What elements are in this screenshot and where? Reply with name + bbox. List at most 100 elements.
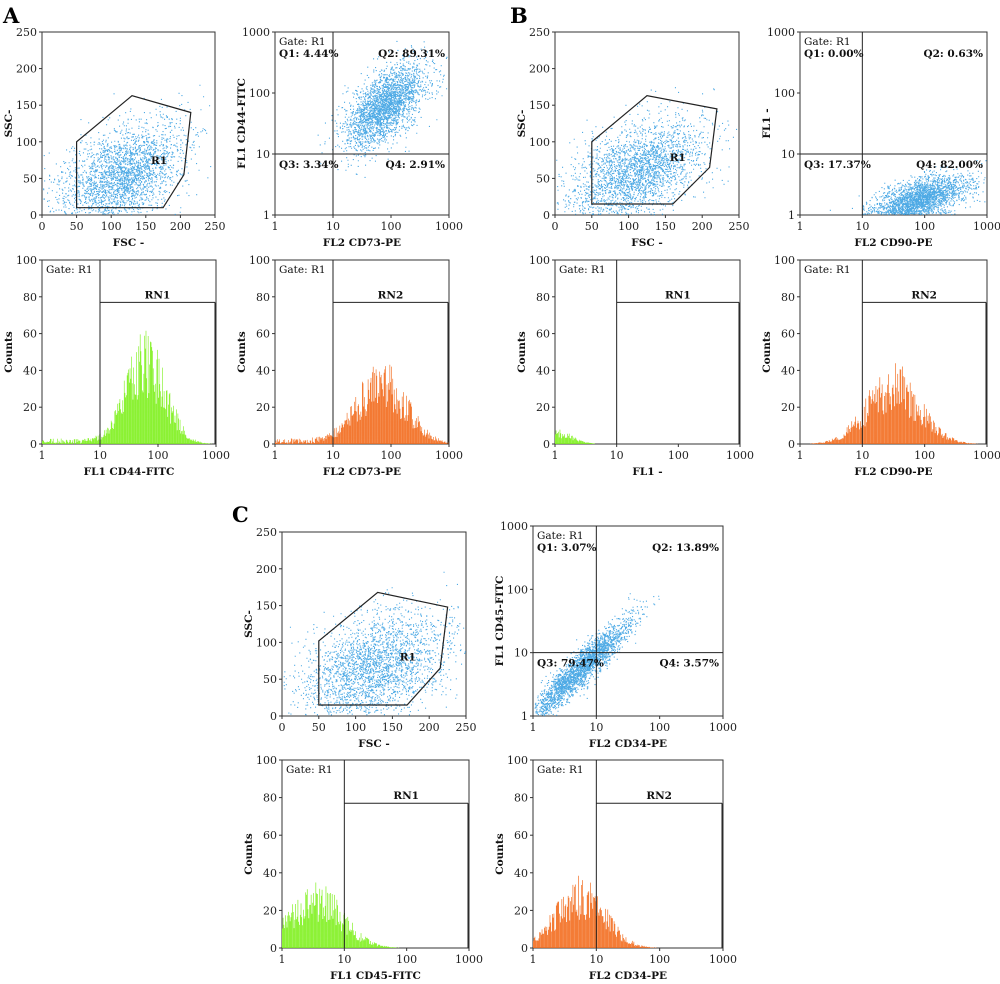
y-tick-label: 200 [529, 63, 550, 76]
chart-c3: 1 10 100 1000 0 20 40 60 80 100 FL1 CD45-FITC Count… [243, 754, 483, 982]
y-axis-label: SSC- [516, 110, 528, 138]
x-axis-label: FL1 CD44-FITC [84, 466, 175, 478]
scatter-points [43, 84, 212, 216]
gate-label: Gate: R1 [279, 36, 326, 48]
x-tick-label: 1000 [726, 449, 754, 462]
x-tick-label: 200 [692, 220, 713, 233]
scatter-points [556, 87, 738, 216]
y-tick-label: 60 [23, 328, 37, 341]
quadrant-label-br: Q4: 82.00% [916, 159, 983, 171]
scatter-points [829, 160, 987, 216]
x-tick-label: 200 [419, 721, 440, 734]
scatter-points [534, 593, 660, 716]
y-axis-label: FL1 CD44-FITC [236, 78, 248, 169]
x-tick-label: 250 [456, 721, 477, 734]
y-tick-label: 1 [788, 209, 795, 222]
region-label: RN2 [911, 289, 937, 301]
x-tick-label: 100 [381, 449, 402, 462]
x-tick-label: 10 [326, 449, 340, 462]
region-label: RN1 [665, 289, 691, 301]
scatter-dots [534, 593, 660, 716]
x-axis-label: FSC - [113, 237, 144, 249]
scatter-dots [283, 571, 466, 716]
quadrant-label-bl: Q3: 79.47% [537, 658, 604, 670]
gate-polygon [75, 95, 192, 209]
y-tick-label: 100 [529, 254, 550, 267]
y-tick-label: 80 [781, 291, 795, 304]
y-tick-label: 1 [263, 209, 270, 222]
gate-polygon [318, 591, 449, 706]
gate-label: Gate: R1 [537, 764, 584, 776]
y-tick-label: 50 [263, 673, 277, 686]
x-tick-label: 1 [272, 220, 279, 233]
x-tick-label: 0 [552, 220, 559, 233]
x-axis-label: FL2 CD34-PE [589, 738, 667, 750]
quadrant-label-tr: Q2: 13.89% [652, 542, 719, 554]
scatter-dots [829, 160, 987, 216]
chart-a4: 1 10 100 1000 0 20 40 60 80 100 FL2 CD73-PE Counts G… [236, 254, 463, 478]
quadrant-label-tl: Q1: 3.07% [537, 542, 597, 554]
gate-label: Gate: R1 [537, 530, 584, 542]
y-tick-label: 0 [263, 438, 270, 451]
y-axis-label: SSC- [3, 110, 15, 138]
y-tick-label: 50 [23, 172, 37, 185]
quadrant-label-tr: Q2: 0.63% [923, 48, 983, 60]
y-tick-label: 20 [23, 401, 37, 414]
chart-a1: 0 50 100 150 200 250 0 50 100 150 200 250 FSC - SSC- R… [2, 3, 226, 249]
panel-letter-c: C [232, 502, 249, 527]
histogram-bars [282, 882, 399, 948]
x-tick-label: 10 [93, 449, 107, 462]
y-axis-label: SSC- [243, 610, 255, 638]
x-tick-label: 10 [610, 449, 624, 462]
x-tick-label: 1000 [709, 721, 737, 734]
gate-label: Gate: R1 [46, 264, 93, 276]
x-tick-label: 50 [312, 721, 326, 734]
y-tick-label: 50 [536, 172, 550, 185]
x-tick-label: 1000 [435, 449, 463, 462]
y-tick-label: 0 [788, 438, 795, 451]
y-tick-label: 20 [781, 401, 795, 414]
y-tick-label: 0 [543, 209, 550, 222]
y-tick-label: 40 [23, 364, 37, 377]
y-tick-label: 100 [249, 87, 270, 100]
x-tick-label: 150 [135, 220, 156, 233]
x-tick-label: 10 [326, 220, 340, 233]
gate-label: Gate: R1 [804, 36, 851, 48]
y-tick-label: 0 [30, 438, 37, 451]
quadrant-label-br: Q4: 2.91% [385, 159, 445, 171]
scatter-points [317, 40, 448, 179]
x-tick-label: 200 [170, 220, 191, 233]
y-tick-label: 60 [263, 829, 277, 842]
x-axis-label: FL2 CD90-PE [854, 237, 932, 249]
x-tick-label: 50 [585, 220, 599, 233]
y-tick-label: 80 [514, 792, 528, 805]
x-axis-label: FL2 CD90-PE [854, 466, 932, 478]
x-tick-label: 1000 [435, 220, 463, 233]
y-tick-label: 100 [507, 754, 528, 767]
y-axis-label: Counts [3, 331, 15, 372]
scatter-dots [43, 84, 212, 216]
panel-letter-b: B [510, 3, 528, 28]
y-tick-label: 100 [256, 754, 277, 767]
x-tick-label: 100 [396, 953, 417, 966]
x-tick-label: 100 [649, 953, 670, 966]
chart-b2: 1 10 100 1000 1 10 100 1000 FL2 CD90-PE FL1 - Gate… [761, 26, 1000, 249]
x-tick-label: 0 [39, 220, 46, 233]
x-tick-label: 100 [101, 220, 122, 233]
plot-frame [41, 31, 216, 216]
gate-polygon [591, 95, 718, 205]
x-tick-label: 1 [797, 220, 804, 233]
x-tick-label: 10 [855, 220, 869, 233]
region-label: RN1 [393, 790, 419, 802]
chart-b1: 0 50 100 150 200 250 0 50 100 150 200 250 FSC - SSC- R… [510, 3, 750, 249]
y-tick-label: 150 [16, 99, 37, 112]
plot-frame [274, 31, 450, 216]
histogram-bars [533, 875, 657, 948]
y-tick-label: 60 [514, 829, 528, 842]
quadrant-label-bl: Q3: 3.34% [279, 159, 339, 171]
y-tick-label: 60 [256, 328, 270, 341]
y-axis-label: FL1 - [761, 108, 773, 138]
y-tick-label: 1 [521, 710, 528, 723]
y-tick-label: 0 [30, 209, 37, 222]
histogram-bars [555, 429, 595, 444]
